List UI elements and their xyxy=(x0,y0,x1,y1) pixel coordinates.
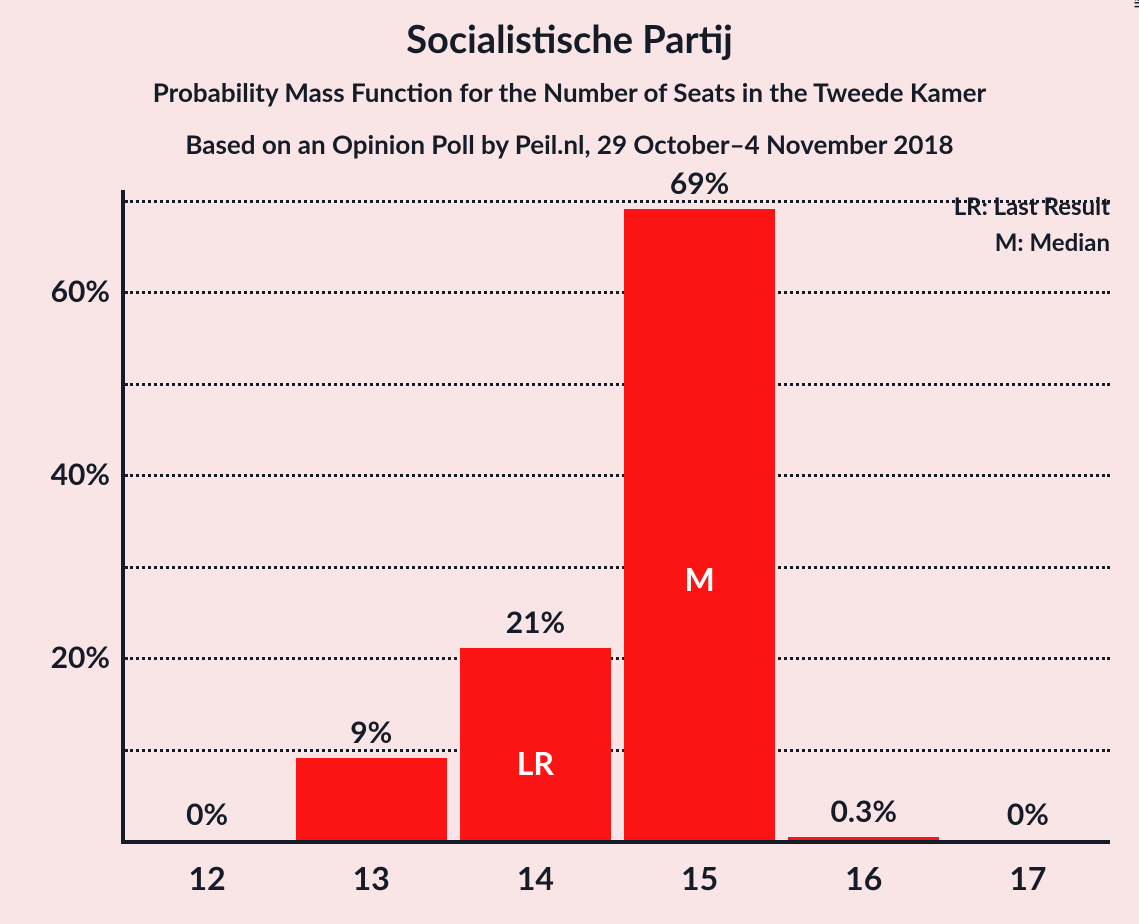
x-tick-label: 12 xyxy=(125,858,289,897)
y-tick-label: 40% xyxy=(30,456,110,492)
x-axis xyxy=(125,840,1110,844)
gridline xyxy=(125,474,1110,477)
x-tick-label: 16 xyxy=(782,858,946,897)
bar-value-label: 0% xyxy=(125,796,289,832)
bar-value-label: 21% xyxy=(453,604,617,640)
bar-value-label: 9% xyxy=(289,714,453,750)
chart-canvas: Socialistische Partij Probability Mass F… xyxy=(0,0,1139,924)
copyright-text: © 2020 Filip van Laenen xyxy=(1131,0,1139,8)
chart-subtitle-1: Probability Mass Function for the Number… xyxy=(0,76,1139,108)
plot-area: 20%40%60%0%129%1321%LR1469%M150.3%160%17… xyxy=(125,200,1110,840)
x-tick-label: 14 xyxy=(453,858,617,897)
chart-title: Socialistische Partij xyxy=(0,16,1139,62)
gridline xyxy=(125,749,1110,752)
x-tick-label: 15 xyxy=(618,858,782,897)
bar-value-label: 0% xyxy=(946,796,1110,832)
chart-subtitle-2: Based on an Opinion Poll by Peil.nl, 29 … xyxy=(0,128,1139,160)
x-tick-label: 13 xyxy=(289,858,453,897)
gridline xyxy=(125,657,1110,660)
bar xyxy=(624,209,775,840)
gridline xyxy=(125,291,1110,294)
bar-value-label: 69% xyxy=(618,165,782,201)
legend-lr: LR: Last Result xyxy=(954,192,1110,221)
bar-inner-label: M xyxy=(624,559,775,598)
y-tick-label: 20% xyxy=(30,639,110,675)
y-axis xyxy=(121,190,125,844)
bar-value-label: 0.3% xyxy=(782,793,946,829)
bar xyxy=(296,758,447,840)
y-tick-label: 60% xyxy=(30,273,110,309)
gridline xyxy=(125,566,1110,569)
legend-m: M: Median xyxy=(995,228,1110,257)
gridline xyxy=(125,383,1110,386)
x-tick-label: 17 xyxy=(946,858,1110,897)
bar-inner-label: LR xyxy=(460,743,611,782)
